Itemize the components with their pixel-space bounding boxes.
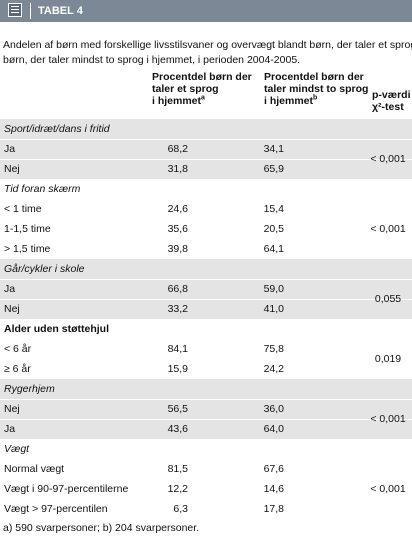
- p-value: < 0,001: [370, 153, 406, 165]
- value-cell: 68,2: [167, 143, 188, 155]
- row-label: Nej: [4, 163, 20, 175]
- header-bar: [0, 0, 412, 22]
- column-header: Procentdel børn der: [264, 71, 364, 83]
- value-cell: 17,8: [263, 503, 284, 515]
- value-cell: 6,3: [173, 503, 188, 515]
- column-header: i hjemmeta: [152, 94, 205, 108]
- column-header: χ²-test: [372, 101, 404, 113]
- value-cell: 36,0: [263, 403, 284, 415]
- value-cell: 67,6: [263, 463, 284, 475]
- row-label: Vægt i 90-97-percentilerne: [4, 483, 129, 495]
- table-title: TABEL 4: [38, 5, 83, 17]
- row-label: Nej: [4, 303, 20, 315]
- value-cell: 43,6: [167, 423, 188, 435]
- row-label: 1-1,5 time: [4, 223, 51, 235]
- value-cell: 31,8: [167, 163, 188, 175]
- table-icon: [8, 3, 22, 17]
- value-cell: 24,2: [263, 363, 284, 375]
- p-value: 0,019: [374, 353, 402, 365]
- value-cell: 64,0: [263, 423, 284, 435]
- divider: [30, 3, 31, 19]
- value-cell: 59,0: [263, 283, 284, 295]
- p-value: < 0,001: [370, 413, 406, 425]
- section-title: Alder uden støttehjul: [4, 323, 109, 335]
- caption-line: Andelen af børn med forskellige livsstil…: [3, 39, 412, 51]
- row-label: Normal vægt: [4, 463, 65, 475]
- row-label: < 1 time: [4, 203, 42, 215]
- row-separator: [0, 399, 412, 400]
- row-separator: [0, 159, 412, 160]
- row-separator: [0, 419, 412, 420]
- row-separator: [0, 279, 412, 280]
- column-header: Procentdel børn der: [152, 71, 252, 83]
- row-separator: [0, 299, 412, 300]
- section-title: Sport/idræt/dans i fritid: [4, 123, 110, 135]
- value-cell: 35,6: [167, 223, 188, 235]
- row-separator: [0, 139, 412, 140]
- value-cell: 24,6: [167, 203, 188, 215]
- value-cell: 39,8: [167, 243, 188, 255]
- section-title: Rygerhjem: [4, 383, 55, 395]
- section-shade: [0, 379, 412, 439]
- caption-line: børn, der taler mindst to sprog i hjemme…: [3, 54, 301, 66]
- column-header: i hjemmetb: [264, 94, 318, 108]
- column-header: taler et sprog: [152, 83, 219, 95]
- p-value: < 0,001: [370, 483, 406, 495]
- value-cell: 14,6: [263, 483, 284, 495]
- section-shade: [0, 119, 412, 179]
- value-cell: 66,8: [167, 283, 188, 295]
- row-label: ≥ 6 år: [4, 363, 31, 375]
- row-label: Ja: [4, 423, 16, 435]
- footnote-marker: a: [201, 94, 205, 102]
- column-header: p-værdi: [372, 89, 411, 101]
- footnote: a) 590 svarpersoner; b) 204 svarpersoner…: [3, 522, 200, 534]
- section-title: Går/cykler i skole: [4, 263, 85, 275]
- value-cell: 75,8: [263, 343, 284, 355]
- column-header: taler mindst to sprog: [264, 83, 369, 95]
- row-label: Nej: [4, 403, 20, 415]
- section-shade: [0, 259, 412, 319]
- section-title: Vægt: [4, 443, 30, 455]
- value-cell: 33,2: [167, 303, 188, 315]
- value-cell: 81,5: [167, 463, 188, 475]
- value-cell: 15,9: [167, 363, 188, 375]
- value-cell: 34,1: [263, 143, 284, 155]
- section-title: Tid foran skærm: [4, 183, 81, 195]
- value-cell: 56,5: [167, 403, 188, 415]
- value-cell: 64,1: [263, 243, 284, 255]
- p-value: 0,055: [374, 293, 402, 305]
- value-cell: 41,0: [263, 303, 284, 315]
- row-label: Ja: [4, 143, 16, 155]
- row-label: Ja: [4, 283, 16, 295]
- value-cell: 20,5: [263, 223, 284, 235]
- footnote-marker: b: [313, 94, 318, 102]
- value-cell: 12,2: [167, 483, 188, 495]
- p-value: < 0,001: [370, 223, 406, 235]
- value-cell: 65,9: [263, 163, 284, 175]
- row-label: < 6 år: [4, 343, 32, 355]
- row-label: > 1,5 time: [4, 243, 51, 255]
- row-label: Vægt > 97-percentilen: [4, 503, 108, 515]
- value-cell: 84,1: [167, 343, 188, 355]
- value-cell: 15,4: [263, 203, 284, 215]
